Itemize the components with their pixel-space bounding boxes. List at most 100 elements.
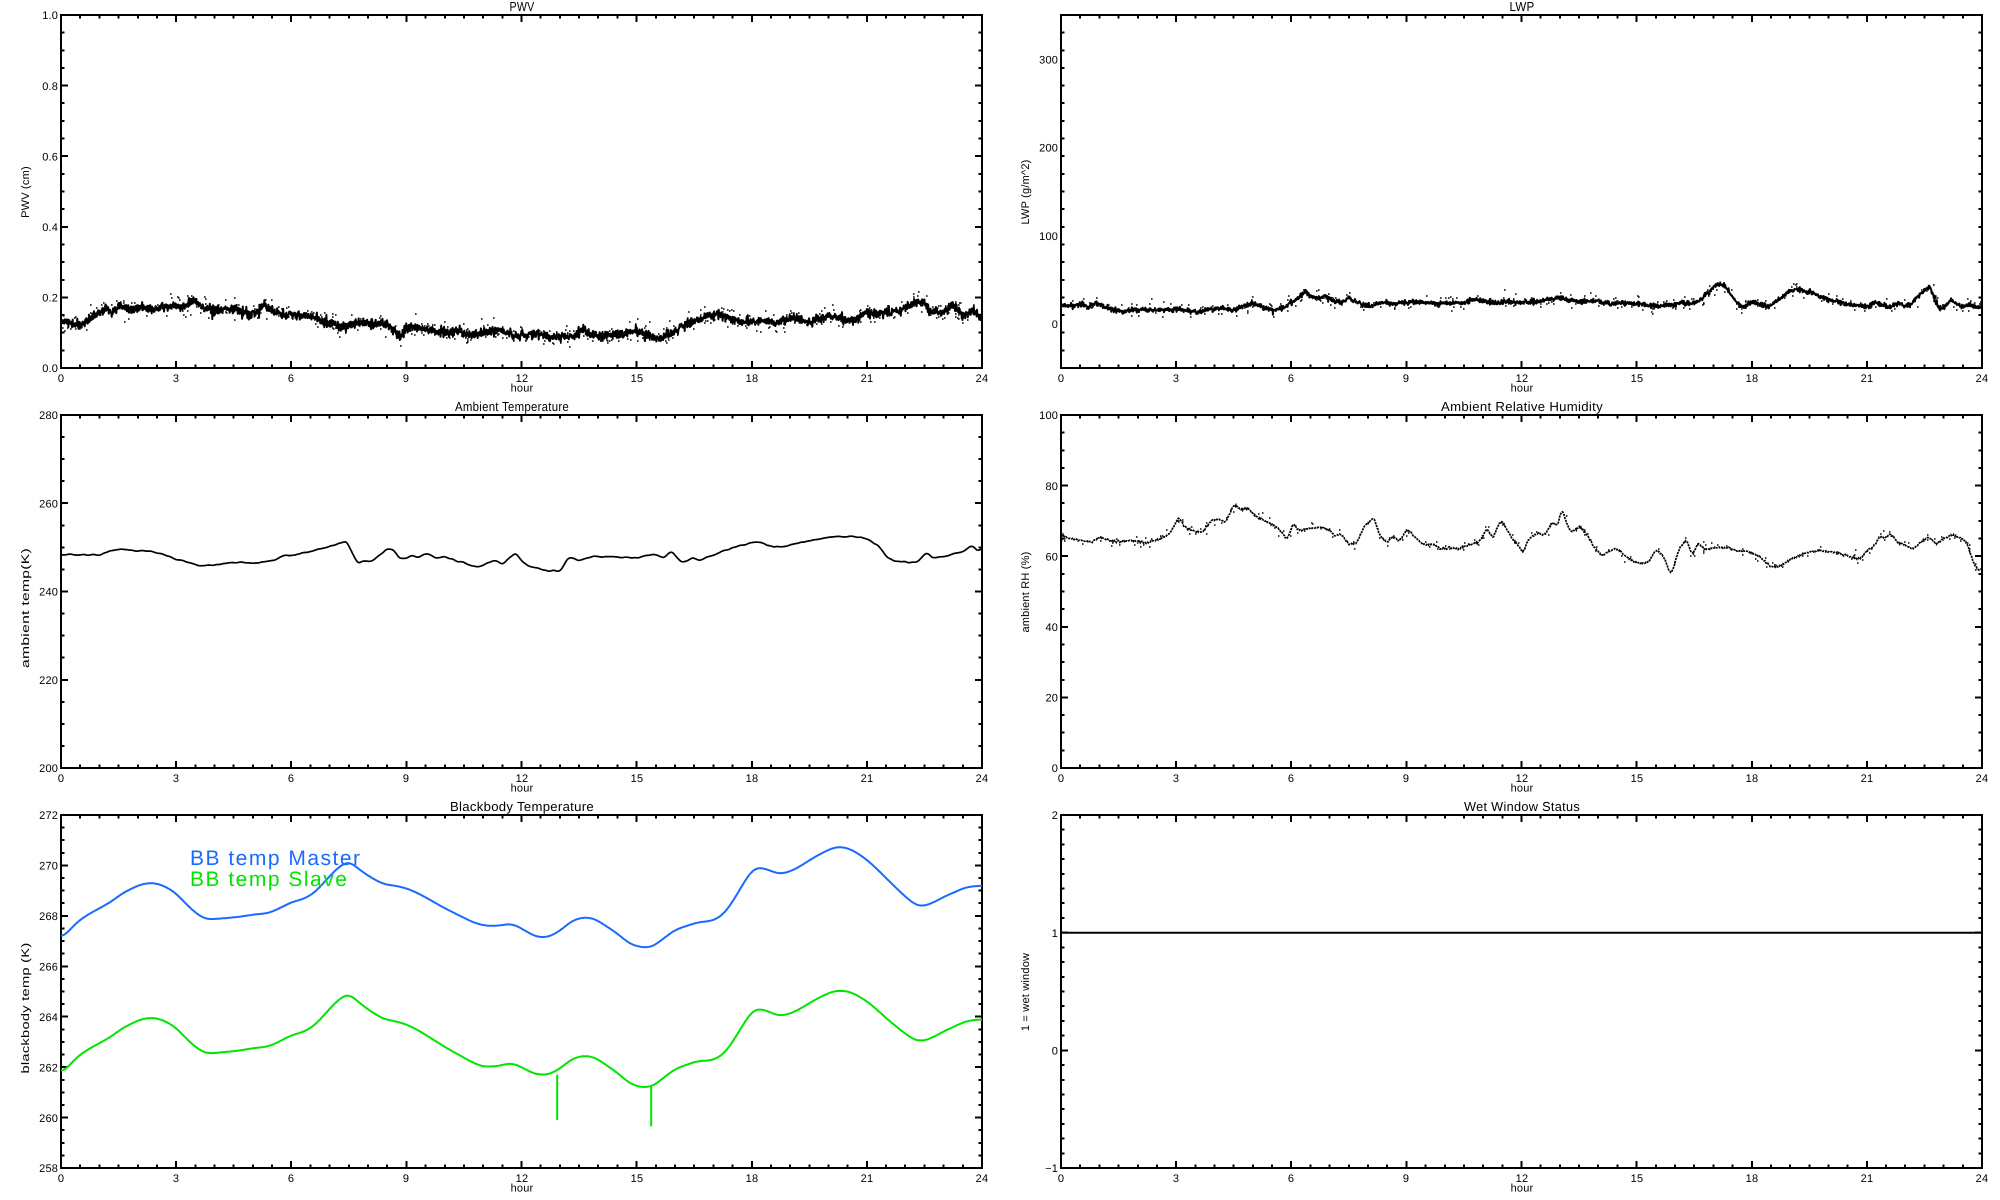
svg-text:3: 3 [1173,1173,1179,1185]
svg-text:3: 3 [173,373,179,385]
svg-text:Wet Window Status: Wet Window Status [1464,799,1580,814]
svg-text:21: 21 [1861,373,1874,385]
svg-text:0: 0 [1052,763,1058,775]
svg-text:PWV (cm): PWV (cm) [20,166,32,218]
svg-text:0: 0 [58,1173,64,1185]
svg-text:BB temp Master: BB temp Master [190,847,362,870]
svg-text:6: 6 [288,773,294,785]
svg-text:15: 15 [631,1173,644,1185]
svg-text:PWV: PWV [510,0,535,14]
svg-text:0.6: 0.6 [42,151,58,163]
svg-text:ambient temp(K): ambient temp(K) [20,548,32,668]
svg-text:262: 262 [39,1062,58,1074]
svg-text:0: 0 [58,373,64,385]
svg-text:21: 21 [1861,1173,1874,1185]
svg-text:24: 24 [976,773,989,785]
svg-text:260: 260 [39,498,58,510]
svg-text:6: 6 [1288,1173,1294,1185]
svg-text:300: 300 [1039,54,1058,66]
svg-text:12: 12 [1516,773,1529,785]
svg-text:0: 0 [1058,773,1064,785]
svg-text:9: 9 [1403,1173,1409,1185]
svg-text:24: 24 [976,373,989,385]
svg-text:9: 9 [403,773,409,785]
svg-text:0: 0 [1058,1173,1064,1185]
svg-text:15: 15 [631,373,644,385]
svg-text:18: 18 [1746,1173,1759,1185]
svg-text:3: 3 [1173,773,1179,785]
svg-text:0.0: 0.0 [42,363,58,375]
svg-text:200: 200 [1039,143,1058,155]
svg-text:260: 260 [39,1113,58,1125]
svg-text:3: 3 [173,773,179,785]
svg-text:18: 18 [1746,773,1759,785]
svg-text:hour: hour [511,782,534,794]
svg-text:LWP (g/m^2): LWP (g/m^2) [1020,159,1032,224]
svg-text:270: 270 [39,861,58,873]
svg-text:40: 40 [1045,622,1058,634]
svg-text:12: 12 [1516,373,1529,385]
svg-text:3: 3 [1173,373,1179,385]
svg-text:18: 18 [1746,373,1759,385]
svg-text:80: 80 [1045,481,1058,493]
svg-text:60: 60 [1045,551,1058,563]
svg-text:12: 12 [516,1173,529,1185]
svg-text:6: 6 [288,1173,294,1185]
svg-text:blackbody temp (K): blackbody temp (K) [20,943,32,1074]
svg-text:15: 15 [1631,373,1644,385]
svg-text:hour: hour [511,1182,534,1194]
svg-text:220: 220 [39,675,58,687]
svg-text:20: 20 [1045,693,1058,705]
svg-text:0.2: 0.2 [42,293,58,305]
svg-text:LWP: LWP [1510,0,1535,14]
svg-text:ambient RH (%): ambient RH (%) [1020,551,1032,632]
svg-text:24: 24 [1976,773,1989,785]
svg-text:Ambient Relative Humidity: Ambient Relative Humidity [1441,399,1603,414]
svg-text:272: 272 [39,810,58,822]
svg-text:9: 9 [403,1173,409,1185]
svg-text:hour: hour [1511,382,1534,394]
svg-text:264: 264 [39,1012,58,1024]
svg-text:hour: hour [511,382,534,394]
svg-text:2: 2 [1052,810,1058,822]
svg-text:18: 18 [746,1173,759,1185]
svg-text:3: 3 [173,1173,179,1185]
svg-text:24: 24 [976,1173,989,1185]
svg-text:100: 100 [1039,410,1058,422]
svg-text:hour: hour [1511,782,1534,794]
svg-text:hour: hour [1511,1182,1534,1194]
svg-text:0.8: 0.8 [42,81,58,93]
svg-text:18: 18 [746,373,759,385]
svg-text:15: 15 [1631,773,1644,785]
svg-text:18: 18 [746,773,759,785]
svg-text:24: 24 [1976,1173,1989,1185]
svg-text:12: 12 [516,373,529,385]
svg-text:6: 6 [288,373,294,385]
svg-text:0: 0 [58,773,64,785]
svg-text:0: 0 [1058,373,1064,385]
svg-text:21: 21 [1861,773,1874,785]
svg-text:200: 200 [39,763,58,775]
svg-text:15: 15 [1631,1173,1644,1185]
svg-text:0: 0 [1052,1046,1058,1058]
svg-text:21: 21 [861,373,874,385]
svg-text:0: 0 [1052,319,1058,331]
svg-text:240: 240 [39,587,58,599]
svg-text:6: 6 [1288,773,1294,785]
svg-text:280: 280 [39,410,58,422]
svg-text:1.0: 1.0 [42,10,58,22]
svg-text:12: 12 [1516,1173,1529,1185]
svg-text:12: 12 [516,773,529,785]
svg-text:−1: −1 [1045,1163,1058,1175]
svg-text:9: 9 [1403,773,1409,785]
svg-text:9: 9 [1403,373,1409,385]
svg-text:268: 268 [39,911,58,923]
svg-text:21: 21 [861,1173,874,1185]
svg-text:1 = wet window: 1 = wet window [1020,953,1032,1031]
svg-text:6: 6 [1288,373,1294,385]
svg-text:0.4: 0.4 [42,222,58,234]
svg-text:Blackbody Temperature: Blackbody Temperature [450,799,594,814]
svg-text:BB temp Slave: BB temp Slave [190,868,348,891]
svg-text:100: 100 [1039,231,1058,243]
svg-text:Ambient Temperature: Ambient Temperature [455,399,569,414]
